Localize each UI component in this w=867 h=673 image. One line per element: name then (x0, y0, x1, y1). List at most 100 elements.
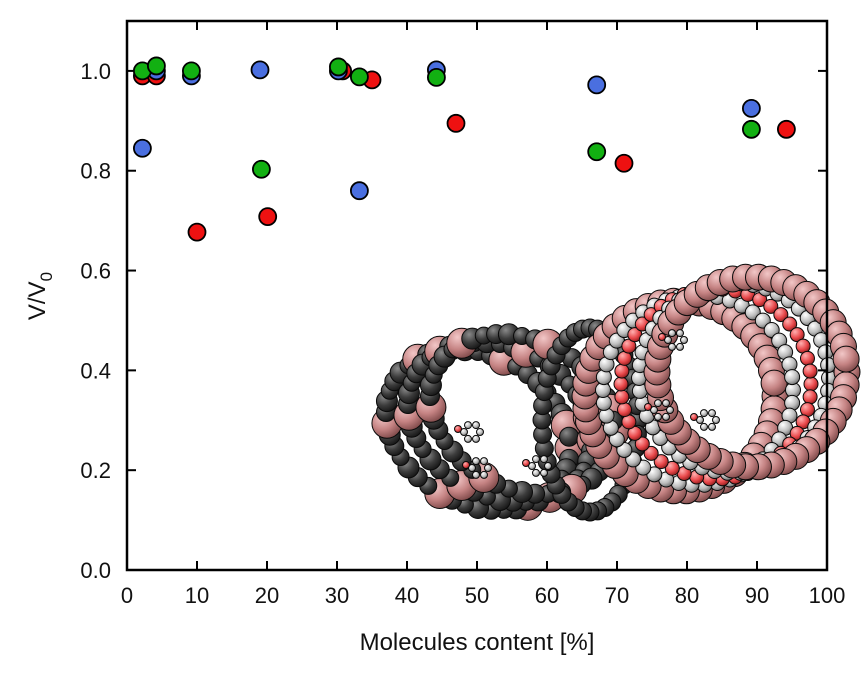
inset-red-atom (634, 436, 650, 452)
series-red (132, 61, 796, 242)
inset-guest-atom (668, 329, 676, 338)
y-axis-title: V/V0 (24, 272, 56, 320)
inset-guest-atom (472, 457, 480, 466)
inset-guest-atom (654, 412, 662, 421)
y-tick-label: 0.2 (80, 458, 111, 483)
data-point-green (587, 142, 607, 162)
x-tick-labels: 0 10 20 30 40 50 60 70 80 90 100 (121, 583, 845, 608)
inset-guest-atom (644, 403, 652, 411)
data-point-red (187, 222, 207, 242)
data-point-blue (132, 138, 152, 158)
inset-guest-atom (700, 409, 708, 418)
inset-guest-atom (472, 434, 480, 443)
inset-red-atom (613, 376, 629, 392)
data-point-green (349, 67, 369, 87)
inset-guest-atom (676, 342, 684, 351)
y-axis-title-subscript: 0 (37, 272, 56, 281)
series-green (132, 56, 761, 179)
inset-guest-atom (658, 333, 666, 341)
y-tick-label: 0.8 (80, 159, 111, 184)
inset-guest-atom (690, 413, 698, 421)
x-tick-label: 50 (465, 583, 489, 608)
data-point-green (742, 119, 761, 139)
inset-red-atom (664, 460, 680, 476)
inset-guest-atom (480, 457, 488, 466)
inset-oxygen-atom (760, 369, 788, 397)
y-tick-labels: 0.0 0.2 0.4 0.6 0.8 1.0 (80, 59, 111, 583)
inset-guest-atom (666, 406, 674, 414)
data-point-red (777, 119, 796, 139)
inset-oxygen-atom (832, 345, 860, 373)
inset-red-atom (653, 454, 669, 470)
inset-guest-atom (708, 409, 716, 418)
data-point-blue (250, 60, 270, 80)
molecular-structure-illustration (371, 263, 861, 522)
inset-guest-atom (676, 329, 684, 338)
data-point-green (328, 57, 348, 77)
y-tick-label: 0.0 (80, 558, 111, 583)
data-point-green (146, 56, 166, 76)
inset-guest-atom (540, 455, 548, 464)
inset-red-atom (802, 389, 818, 405)
inset-red-atom (802, 363, 818, 379)
data-points (132, 56, 796, 242)
inset-guest-atom (700, 422, 708, 431)
inset-red-atom (614, 363, 630, 379)
inset-hydrogen-atom (784, 369, 801, 386)
x-tick-label: 60 (535, 583, 559, 608)
x-tick-label: 100 (809, 583, 846, 608)
data-point-green (181, 61, 201, 81)
x-tick-label: 40 (395, 583, 419, 608)
inset-carbon-atom (559, 426, 580, 447)
x-tick-label: 30 (325, 583, 349, 608)
inset-red-atom (614, 389, 630, 405)
data-point-red (258, 207, 278, 227)
inset-red-atom (773, 307, 789, 323)
series-blue (132, 60, 761, 201)
data-point-red (446, 113, 466, 133)
inset-guest-atom (462, 461, 470, 469)
x-tick-label: 0 (121, 583, 133, 608)
axis-ticks (127, 21, 827, 570)
data-point-blue (349, 181, 369, 201)
inset-guest-atom (472, 421, 480, 430)
inset-guest-atom (662, 412, 670, 421)
inset-guest-atom (476, 428, 484, 436)
inset-red-atom (643, 445, 659, 461)
data-point-blue (587, 75, 607, 95)
inset-guest-atom (522, 459, 530, 467)
inset-red-atom (799, 350, 815, 366)
x-tick-label: 90 (745, 583, 769, 608)
inset-guest-atom (480, 470, 488, 479)
inset-guest-atom (532, 455, 540, 464)
inset-guest-atom (484, 464, 492, 472)
inset-guest-atom (708, 422, 716, 431)
x-tick-label: 10 (185, 583, 209, 608)
inset-red-atom (803, 376, 819, 392)
x-tick-label: 20 (255, 583, 279, 608)
x-axis-title: Molecules content [%] (360, 629, 595, 656)
inset-guest-atom (712, 416, 720, 424)
inset-red-atom (782, 316, 798, 332)
inset-guest-atom (654, 399, 662, 408)
x-tick-label: 80 (675, 583, 699, 608)
inset-guest-atom (532, 468, 540, 477)
inset-guest-atom (662, 399, 670, 408)
data-point-red (614, 153, 634, 173)
inset-guest-atom (464, 421, 472, 430)
data-point-green (426, 67, 446, 87)
inset-red-atom (617, 402, 633, 418)
x-tick-label: 70 (605, 583, 629, 608)
inset-guest-atom (540, 468, 548, 477)
y-tick-label: 0.4 (80, 358, 111, 383)
y-tick-label: 1.0 (80, 59, 111, 84)
inset-red-atom (763, 298, 779, 314)
inset-guest-atom (472, 470, 480, 479)
inset-guest-atom (464, 434, 472, 443)
inset-guest-atom (454, 425, 462, 433)
inset-guest-atom (668, 342, 676, 351)
inset-guest-atom (680, 336, 688, 344)
data-point-green (251, 159, 271, 179)
y-axis-title-main: V/V (24, 281, 51, 320)
